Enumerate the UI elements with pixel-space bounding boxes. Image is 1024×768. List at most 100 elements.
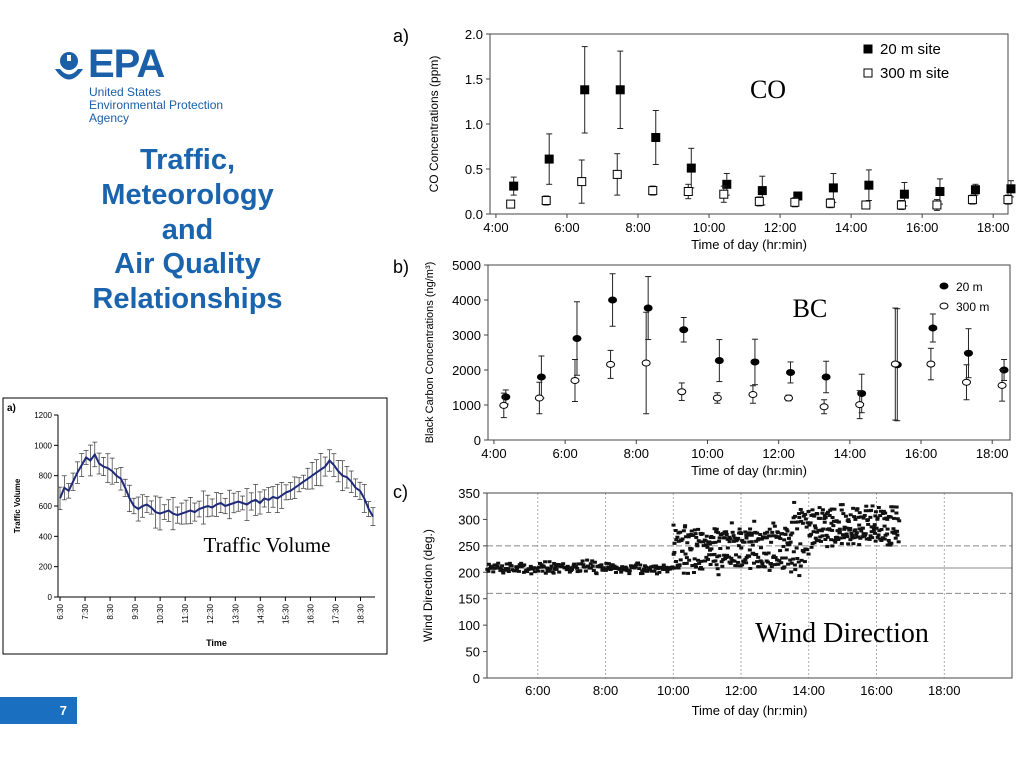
data-point — [692, 528, 697, 532]
data-point — [855, 507, 860, 511]
data-point — [780, 556, 785, 560]
data-point — [495, 564, 500, 568]
data-point — [776, 531, 781, 535]
data-point — [783, 556, 788, 560]
y-tick-label: 50 — [466, 645, 480, 660]
data-point — [865, 518, 870, 522]
data-point — [750, 358, 760, 366]
data-point — [757, 565, 762, 569]
y-tick-label: 250 — [458, 539, 480, 554]
data-point — [963, 349, 973, 357]
data-point — [606, 360, 616, 368]
data-point — [677, 388, 687, 396]
data-point — [741, 560, 746, 564]
data-point — [500, 564, 505, 568]
data-point — [671, 566, 676, 570]
data-point — [694, 542, 699, 546]
data-point — [536, 569, 541, 573]
data-point — [507, 561, 512, 565]
data-point — [872, 523, 877, 527]
data-point — [935, 187, 945, 196]
data-point — [852, 536, 857, 540]
data-point — [782, 565, 787, 569]
data-point — [689, 529, 694, 533]
data-point — [654, 564, 659, 568]
y-tick-label: 200 — [458, 565, 480, 580]
plot-frame — [489, 33, 1009, 215]
data-point — [850, 536, 855, 540]
x-tick-label: 12:00 — [762, 446, 795, 461]
data-point — [683, 535, 688, 539]
data-point — [836, 538, 841, 542]
x-tick-label: 16:00 — [905, 446, 938, 461]
data-point — [834, 535, 839, 539]
black-carbon-chart: b) 0 1000 2000 3000 4000 5000 4:00 6:00 8:00 10:00… — [393, 257, 1011, 478]
chart-frame — [2, 397, 388, 655]
data-point — [772, 563, 777, 567]
data-point — [543, 571, 548, 575]
data-point — [657, 570, 662, 574]
data-point — [727, 540, 732, 544]
data-point — [784, 527, 789, 531]
data-point — [681, 571, 686, 575]
traffic-volume-chart: a) 0 200 400 600 800 1000 1200 6:30 7:30 8:30 9:30 1… — [2, 397, 388, 655]
x-tick-label: 6:00 — [525, 683, 550, 698]
data-point — [764, 536, 769, 540]
data-point — [756, 555, 761, 559]
data-point — [718, 547, 723, 551]
plot-frame — [487, 264, 1011, 441]
x-axis-label: Time of day (hr:min) — [692, 703, 808, 718]
data-point — [748, 527, 753, 531]
data-point — [598, 565, 603, 569]
y-tick-label: 100 — [458, 618, 480, 633]
data-point — [837, 527, 842, 531]
data-point — [516, 569, 521, 573]
data-point — [1006, 184, 1016, 194]
data-point — [591, 569, 596, 573]
data-point — [544, 154, 554, 164]
data-point — [698, 540, 703, 544]
page-number-badge: 7 — [0, 697, 77, 724]
chart-annotation: BC — [793, 294, 828, 323]
data-point — [796, 560, 801, 564]
data-point — [732, 559, 737, 563]
data-point — [845, 535, 850, 539]
data-point — [672, 550, 677, 554]
data-point — [869, 525, 874, 529]
data-point — [570, 377, 580, 384]
data-point — [731, 534, 736, 538]
data-point — [764, 552, 769, 556]
data-point — [722, 179, 732, 189]
data-point — [854, 531, 859, 535]
data-point — [493, 566, 498, 570]
y-tick-label: 0 — [48, 593, 53, 602]
data-point — [685, 571, 690, 575]
data-point — [793, 568, 798, 572]
data-point — [846, 542, 851, 546]
data-point — [803, 512, 808, 516]
data-point — [863, 532, 868, 536]
data-point — [893, 536, 898, 540]
data-point — [744, 536, 749, 540]
x-tick-label: 15:30 — [281, 603, 290, 624]
data-point — [794, 546, 799, 550]
data-point — [664, 565, 669, 569]
data-point — [839, 542, 844, 546]
data-point — [800, 511, 805, 515]
x-tick-label: 13:30 — [231, 603, 240, 624]
data-point — [695, 558, 700, 562]
x-tick-label: 10:00 — [693, 220, 726, 235]
data-point — [799, 519, 804, 523]
y-axis-label: Black Carbon Concentrations (ng/m³) — [424, 262, 436, 444]
data-point — [796, 512, 801, 516]
data-point — [590, 564, 595, 568]
data-point — [491, 570, 496, 574]
data-point — [634, 563, 639, 567]
data-point — [802, 560, 807, 564]
data-point — [709, 534, 714, 538]
data-point — [588, 562, 593, 566]
epa-flower-icon — [55, 52, 83, 80]
data-point — [652, 569, 657, 573]
data-point — [800, 521, 805, 525]
data-point — [665, 570, 670, 574]
